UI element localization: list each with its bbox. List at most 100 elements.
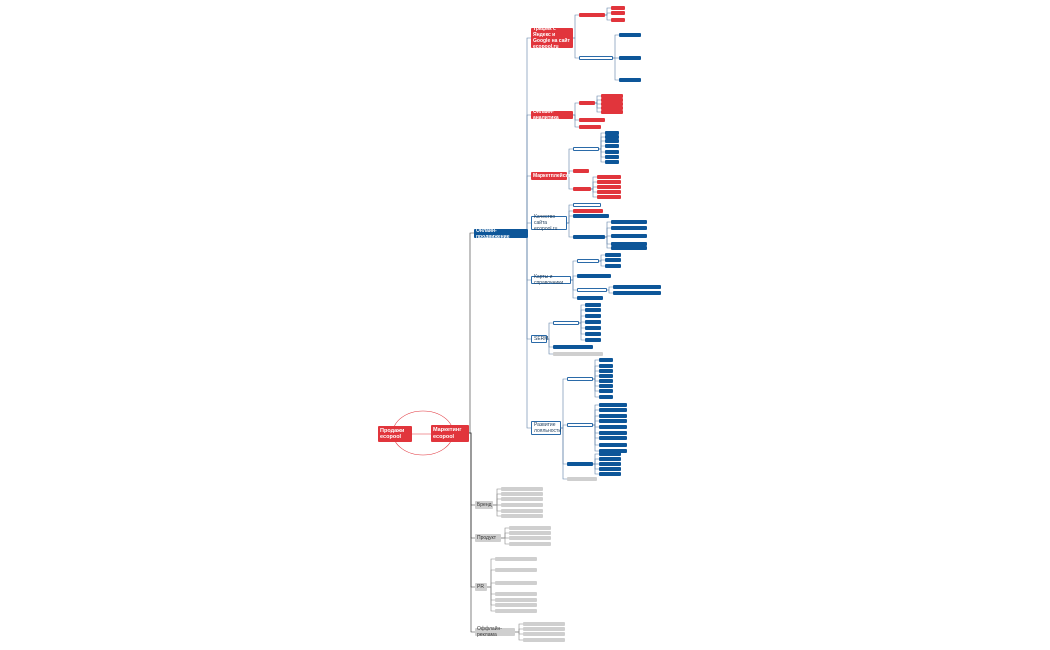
connector (526, 232, 531, 429)
branch-node: Онлайн-аналитика (531, 109, 573, 121)
leaf-node (585, 303, 601, 307)
branch-node: Оффлайн-реклама (475, 626, 515, 638)
leaf-node (605, 155, 619, 159)
connector (573, 14, 579, 39)
connector (493, 498, 501, 506)
leaf-node (585, 326, 601, 330)
connector (469, 432, 475, 633)
leaf-node (605, 135, 619, 139)
leaf-node (567, 477, 597, 481)
connector (613, 34, 619, 59)
leaf-node (605, 139, 619, 143)
leaf-node (611, 226, 647, 230)
leaf-node (501, 514, 543, 518)
leaf-node (567, 377, 593, 381)
connector (547, 338, 553, 355)
leaf-node (599, 419, 627, 423)
leaf-node (611, 11, 625, 15)
leaf-node (599, 395, 613, 399)
leaf-node (585, 320, 601, 324)
leaf-node (495, 568, 537, 572)
leaf-node (599, 425, 627, 429)
leaf-node (501, 503, 543, 507)
leaf-node (495, 592, 537, 596)
leaf-node (605, 253, 621, 257)
connector (593, 424, 599, 452)
leaf-node (553, 345, 593, 349)
leaf-node (585, 314, 601, 318)
connector (593, 463, 599, 475)
leaf-node (599, 389, 613, 393)
leaf-node (523, 632, 565, 636)
leaf-node (611, 246, 647, 250)
leaf-node (579, 125, 601, 129)
leaf-node (599, 408, 627, 412)
leaf-node (619, 33, 641, 37)
leaf-node (605, 264, 621, 268)
connector (501, 532, 509, 539)
leaf-node (579, 56, 613, 60)
leaf-node (611, 234, 647, 238)
leaf-node (585, 332, 601, 336)
leaf-node (599, 467, 621, 471)
leaf-node (523, 627, 565, 631)
connector (469, 432, 475, 588)
leaf-node (599, 414, 627, 418)
leaf-node (599, 384, 613, 388)
leaf-node (585, 338, 601, 342)
leaf-node (579, 13, 605, 17)
leaf-node (599, 449, 627, 453)
leaf-node (573, 203, 601, 207)
connector (613, 57, 619, 81)
branch-node: Качество сайта ecopool.ru (531, 214, 567, 232)
leaf-node (599, 431, 627, 435)
online-node: Онлайн-продвижение (474, 228, 528, 240)
leaf-node (619, 56, 641, 60)
leaf-node (601, 102, 623, 106)
connector (561, 378, 567, 429)
leaf-node (501, 492, 543, 496)
branch-node: Продукт (475, 534, 501, 542)
leaf-node (599, 462, 621, 466)
leaf-node (495, 609, 537, 613)
connector (561, 427, 567, 465)
leaf-node (579, 118, 605, 122)
leaf-node (599, 364, 613, 368)
connector (593, 378, 599, 398)
leaf-node (501, 497, 543, 501)
branch-node: Карты и справочники (531, 274, 571, 286)
leaf-node (597, 190, 621, 194)
leaf-node (605, 258, 621, 262)
branch-node: Маркетплейсы (531, 172, 570, 180)
leaf-node (509, 536, 551, 540)
leaf-node (509, 526, 551, 530)
connector (599, 260, 605, 267)
connector (561, 427, 567, 480)
connector (595, 102, 601, 113)
connector (526, 232, 531, 281)
connector (605, 236, 611, 249)
connector (487, 586, 495, 612)
connector (573, 114, 579, 128)
connector (607, 289, 613, 294)
leaf-node (523, 622, 565, 626)
leaf-node (611, 18, 625, 22)
connector (573, 37, 579, 59)
leaf-node (501, 509, 543, 513)
leaf-node (605, 144, 619, 148)
leaf-node (509, 542, 551, 546)
leaf-node (599, 436, 627, 440)
leaf-node (579, 101, 595, 105)
leaf-node (599, 457, 621, 461)
branch-node: Трафик с Яндекс и Google на сайт ecopool… (531, 26, 573, 50)
leaf-node (613, 285, 661, 289)
connector (469, 432, 475, 506)
leaf-node (605, 150, 619, 154)
connector (605, 14, 611, 21)
leaf-node (597, 180, 621, 184)
leaf-node (523, 638, 565, 642)
connector (593, 409, 599, 426)
leaf-node (553, 321, 579, 325)
leaf-node (577, 288, 607, 292)
